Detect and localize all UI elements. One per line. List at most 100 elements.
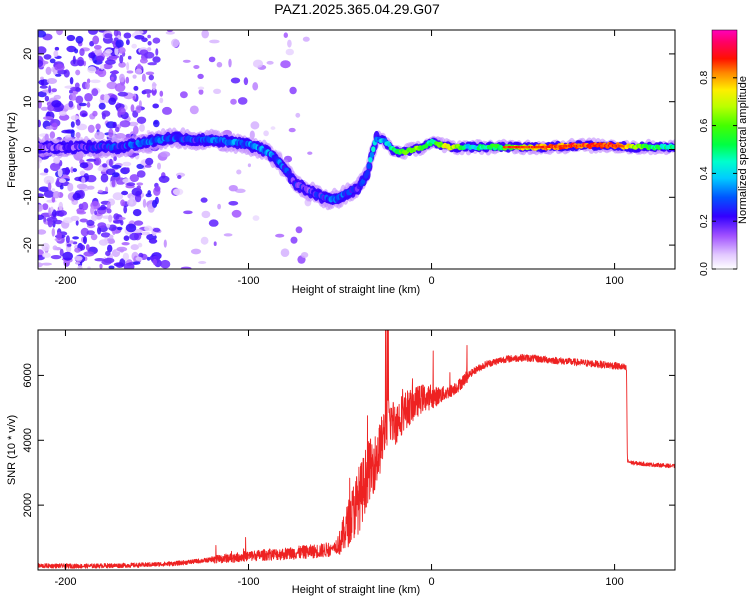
spectrogram-noise-blob [72,192,81,201]
spectrogram-noise-blob [155,48,159,56]
spectrogram-noise-blob [72,55,76,65]
spectrogram-noise-blob [112,70,119,75]
spectrogram-noise-blob [67,182,74,192]
spectrogram-noise-blob [112,172,120,178]
spectrogram-noise-blob [300,252,309,258]
spectrogram-noise-blob [76,210,87,215]
spectrogram-noise-blob [70,121,75,128]
snr-background [38,330,675,570]
spectrogram-noise-blob [201,210,211,219]
spectrogram-noise-blob [152,103,159,109]
spectrogram-noise-blob [121,242,130,246]
spectrogram-noise-blob [148,238,158,244]
spectrogram-ridge-core [365,169,370,176]
spectrogram-noise-blob [58,178,67,183]
spectrogram-ridge-core [369,151,375,158]
spectrogram-noise-blob [50,206,54,213]
spectrogram-noise-blob [38,46,47,55]
spectrogram-noise-blob [51,100,62,108]
spectrogram-noise-blob [38,229,47,235]
spectrogram-noise-blob [250,121,260,130]
spectrogram-noise-blob [111,164,122,169]
spectrogram-noise-blob [114,46,119,56]
spectrogram-xtick-label: -100 [237,275,259,287]
spectrogram-noise-blob [79,244,86,251]
spectrogram-noise-blob [66,243,72,247]
colorbar-tick-label: 0.6 [699,118,710,132]
spectrogram-noise-blob [53,156,61,164]
spectrogram-noise-blob [171,38,180,48]
spectrogram-noise-blob [243,77,249,86]
spectrogram-noise-blob [81,113,88,117]
spectrogram-noise-blob [62,251,73,261]
spectrogram-noise-blob [228,58,232,68]
spectrogram-noise-blob [72,241,78,245]
spectrogram-noise-blob [131,187,143,196]
spectrogram-noise-blob [75,261,80,265]
spectrogram-noise-blob [69,93,77,101]
spectrogram-noise-blob [275,233,285,238]
spectrogram-noise-blob [119,54,124,64]
spectrogram-noise-blob [182,59,191,63]
spectrogram-noise-blob [91,214,98,222]
spectrogram-noise-blob [57,168,63,178]
spectrogram-noise-blob [104,33,113,39]
spectrogram-noise-blob [75,132,81,139]
spectrogram-noise-blob [56,177,60,186]
spectrogram-noise-blob [38,91,47,98]
spectrogram-noise-blob [58,110,67,116]
colorbar-gradient [711,29,738,270]
spectrogram-noise-blob [102,63,113,70]
spectrogram-noise-blob [160,259,171,269]
spectrogram-noise-blob [87,266,91,269]
spectrogram-noise-blob [123,262,135,269]
spectrogram-noise-blob [129,195,134,205]
spectrogram-noise-blob [115,133,126,139]
spectrogram-ridge-core [368,156,373,163]
spectrogram-noise-blob [136,185,141,190]
spectrogram-noise-blob [146,256,151,261]
spectrogram-noise-blob [38,204,44,212]
spectrogram-noise-blob [118,61,126,68]
spectrogram-noise-blob [80,227,89,237]
spectrogram-noise-blob [42,203,49,211]
spectrogram-noise-blob [103,93,110,102]
spectrogram-noise-blob [126,39,130,46]
spectrogram-noise-blob [209,39,220,44]
spectrogram-noise-blob [99,263,103,269]
spectrogram-noise-blob [49,58,56,64]
spectrogram-noise-blob [119,120,131,128]
spectrogram-noise-blob [135,256,143,261]
spectrogram-noise-blob [280,60,291,69]
spectrogram-noise-blob [146,93,151,98]
spectrogram-noise-blob [47,218,53,228]
spectrogram-noise-blob [159,151,171,158]
spectrogram-noise-blob [113,220,122,224]
spectrogram-xtick-label: -200 [54,275,76,287]
spectrogram-noise-blob [142,198,147,208]
snr-panel: -200 -100 0 100 2000 4000 6000 Height of strai… [6,329,676,596]
spectrogram-noise-blob [216,61,223,68]
spectrogram-noise-blob [108,55,120,59]
colorbar-ticks: 0.0 0.2 0.4 0.6 0.8 [699,70,737,276]
spectrogram-noise-blob [115,39,124,48]
spectrogram-noise-blob [115,126,120,133]
spectrogram-noise-blob [94,48,103,56]
spectrogram-noise-blob [86,101,91,108]
spectrogram-noise-blob [152,258,157,266]
spectrogram-noise-blob [52,191,61,199]
spectrogram-noise-blob [76,183,88,190]
spectrogram-noise-blob [123,235,130,241]
spectrogram-noise-blob [270,126,276,130]
spectrogram-noise-blob [40,106,49,111]
spectrogram-noise-blob [75,87,81,92]
spectrogram-noise-blob [112,192,124,201]
spectrogram-noise-blob [75,69,81,76]
spectrogram-noise-blob [108,97,117,105]
spectrogram-noise-blob [144,225,153,232]
spectrogram-noise-blob [122,178,131,184]
spectrogram-noise-blob [228,201,239,206]
spectrogram-noise-blob [75,119,81,126]
